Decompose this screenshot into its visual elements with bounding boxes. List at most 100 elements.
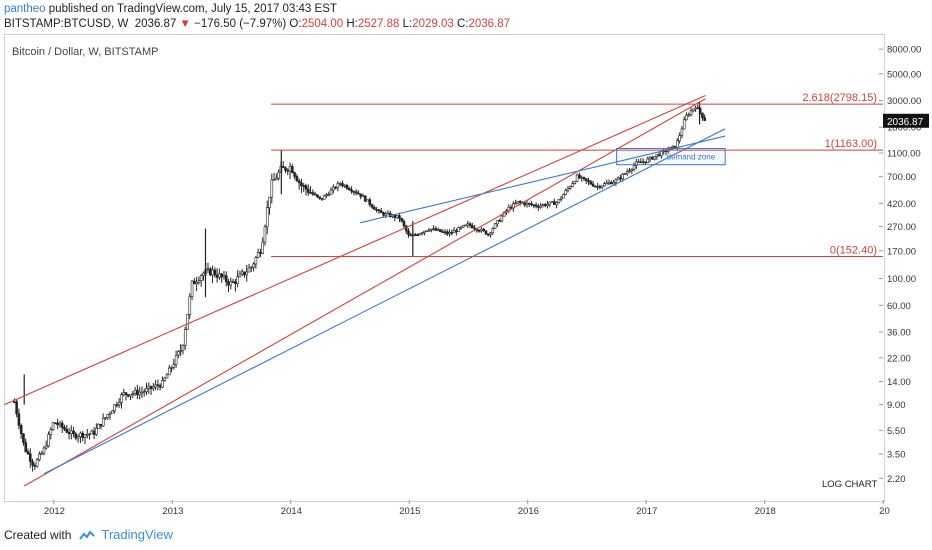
- candle-body: [218, 273, 221, 278]
- candle-body: [81, 432, 84, 438]
- candle-body: [480, 228, 483, 232]
- candle-body: [90, 430, 94, 435]
- candle-body: [58, 422, 62, 426]
- candle-body: [680, 128, 684, 136]
- candle-body: [489, 232, 492, 235]
- candle-body: [509, 206, 513, 209]
- candle-body: [179, 350, 182, 352]
- candle-body: [174, 354, 178, 365]
- candle-body: [347, 188, 351, 191]
- candle-body: [482, 228, 486, 232]
- candle-body: [133, 389, 137, 394]
- candle-body: [28, 453, 32, 462]
- candle-body: [423, 230, 426, 234]
- low-label: L:: [402, 18, 413, 30]
- candle-body: [621, 173, 624, 180]
- y-tick-label: 1800.00: [887, 123, 921, 134]
- candle-body: [575, 174, 579, 182]
- candle-body: [432, 228, 435, 230]
- candle-body: [106, 414, 110, 418]
- candle-body: [161, 380, 164, 388]
- trendline-red: [23, 98, 706, 487]
- last-price: 2036.87: [134, 18, 177, 30]
- candle-body: [44, 445, 48, 449]
- y-tick-label: 14.00: [887, 377, 911, 388]
- candle-body: [85, 433, 89, 436]
- candle-body: [197, 280, 201, 283]
- symbol-name: BITSTAMP:BTCUSD, W: [4, 18, 129, 30]
- author-link[interactable]: pantheo: [4, 3, 46, 15]
- candle-body: [327, 194, 331, 196]
- candle-body: [199, 275, 203, 281]
- demand-zone-box: [616, 147, 726, 166]
- candle-body: [320, 197, 324, 200]
- candle-body: [425, 230, 429, 233]
- candle-body: [607, 182, 611, 184]
- candle-body: [696, 107, 700, 110]
- candle-body: [566, 187, 570, 191]
- candle-body: [60, 422, 64, 428]
- candle-body: [553, 201, 556, 205]
- candle-body: [181, 345, 185, 351]
- candle-body: [584, 178, 588, 181]
- candle-body: [99, 424, 103, 427]
- candle-body: [120, 394, 123, 403]
- candle-body: [325, 194, 328, 197]
- open-value: 2504.00: [301, 18, 344, 30]
- candle-body: [616, 177, 620, 181]
- candle-body: [598, 185, 602, 188]
- candle-body: [288, 166, 292, 172]
- x-tick-label: 2012: [44, 506, 65, 517]
- candle-body: [582, 176, 586, 179]
- candle-body: [357, 192, 360, 195]
- x-tick-label: 2018: [755, 506, 776, 517]
- candle-body: [306, 188, 310, 193]
- candle-body: [377, 209, 381, 212]
- candle-body: [76, 436, 80, 439]
- candle-body: [113, 404, 116, 412]
- tradingview-brand[interactable]: TradingView: [101, 527, 173, 542]
- candle-body: [682, 119, 686, 130]
- candle-body: [596, 185, 599, 188]
- candle-body: [111, 410, 114, 414]
- candle-body: [158, 385, 162, 388]
- candle-body: [124, 392, 128, 395]
- chart-panel[interactable]: [4, 34, 885, 502]
- candle-body: [250, 266, 253, 269]
- x-tick-label: 20: [879, 506, 890, 517]
- candle-body: [49, 429, 53, 435]
- candle-body: [243, 271, 246, 276]
- tradingview-logo-icon: [79, 530, 96, 540]
- open-label: O:: [289, 18, 302, 30]
- x-tick-label: 2016: [518, 506, 539, 517]
- candle-body: [302, 185, 306, 187]
- candle-body: [591, 183, 595, 187]
- y-tick-label: 36.00: [887, 328, 911, 339]
- candle-body: [532, 204, 536, 207]
- y-tick-label: 3.50: [887, 450, 906, 461]
- trendline-blue: [43, 128, 726, 475]
- candle-body: [26, 451, 30, 455]
- down-arrow-icon: ▼: [179, 18, 191, 30]
- fib-level-label: 0(152.40): [830, 244, 877, 256]
- candle-body: [35, 459, 39, 467]
- candle-body: [352, 191, 356, 193]
- y-tick-label: 2.20: [887, 474, 906, 485]
- candle-body: [568, 186, 572, 189]
- candle-body: [140, 391, 144, 394]
- candle-body: [293, 172, 296, 177]
- candle-body: [22, 433, 25, 443]
- candle-body: [416, 234, 419, 236]
- candle-body: [122, 392, 126, 395]
- candle-body: [420, 232, 424, 235]
- candle-body: [541, 204, 545, 207]
- candle-body: [468, 223, 472, 226]
- candle-body: [414, 234, 417, 236]
- candle-body: [163, 377, 167, 381]
- candle-body: [149, 385, 153, 389]
- candle-body: [92, 430, 96, 435]
- candle-body: [692, 108, 695, 112]
- candle-body: [550, 201, 554, 203]
- candle-body: [625, 171, 629, 174]
